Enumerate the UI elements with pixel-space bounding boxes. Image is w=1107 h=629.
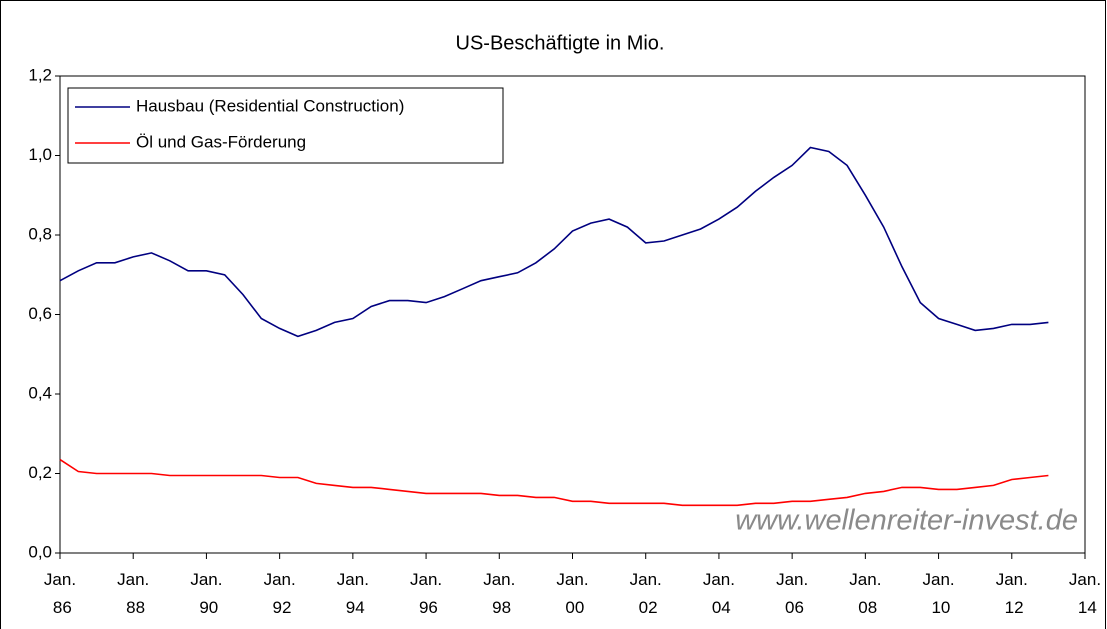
y-tick-label: 0,2 bbox=[28, 463, 52, 482]
legend-label: Öl und Gas-Förderung bbox=[136, 132, 306, 151]
series-line bbox=[59, 146, 1049, 338]
x-tick-label: Jan. 04 bbox=[703, 570, 735, 617]
x-tick-label: Jan. 88 bbox=[117, 570, 149, 617]
x-tick-label: Jan. 00 bbox=[556, 570, 588, 617]
x-tick-label: Jan. 10 bbox=[923, 570, 955, 617]
x-tick-label: Jan. 90 bbox=[190, 570, 222, 617]
x-tick-label: Jan. 96 bbox=[410, 570, 442, 617]
x-tick-label: Jan. 14 bbox=[1069, 570, 1101, 617]
x-tick-label: Jan. 06 bbox=[776, 570, 808, 617]
x-tick-label: Jan. 92 bbox=[264, 570, 296, 617]
y-tick-label: 0,8 bbox=[28, 224, 52, 243]
y-tick-label: 0,6 bbox=[28, 304, 52, 323]
x-tick-label: Jan. 86 bbox=[44, 570, 76, 617]
chart-title: US-Beschäftigte in Mio. bbox=[456, 32, 665, 54]
x-tick-label: Jan. 94 bbox=[337, 570, 369, 617]
y-tick-label: 1,2 bbox=[28, 65, 52, 84]
x-tick-label: Jan. 98 bbox=[483, 570, 515, 617]
watermark: www.wellenreiter-invest.de bbox=[735, 505, 1078, 537]
x-tick-label: Jan. 02 bbox=[630, 570, 662, 617]
legend-label: Hausbau (Residential Construction) bbox=[136, 96, 404, 115]
y-tick-label: 0,0 bbox=[28, 542, 52, 561]
legend-box bbox=[67, 87, 504, 164]
y-tick-label: 0,4 bbox=[28, 383, 52, 402]
x-tick-label: Jan. 08 bbox=[849, 570, 881, 617]
y-tick-label: 1,0 bbox=[28, 145, 52, 164]
x-tick-label: Jan. 12 bbox=[996, 570, 1028, 617]
series-line bbox=[59, 458, 1049, 507]
